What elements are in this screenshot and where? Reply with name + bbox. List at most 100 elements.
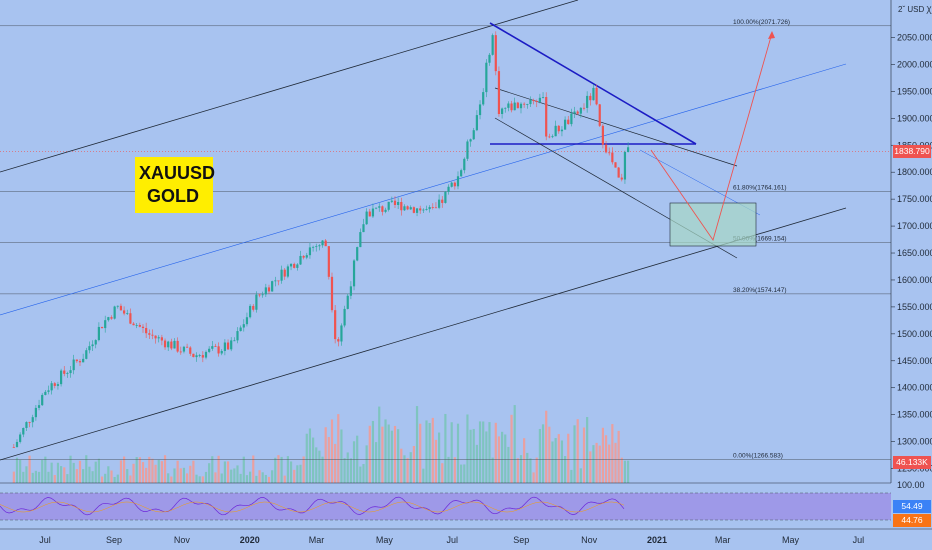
candle-body [497,71,501,115]
candle-body [582,107,586,109]
volume-bar [179,468,182,483]
candle-body [245,317,249,325]
time-axis-label: 2020 [240,535,260,545]
volume-bar [145,467,148,483]
time-axis-label: Jul [853,535,865,545]
candle-body [334,310,337,340]
candle-body [176,340,179,352]
candle-body [141,326,145,328]
volume-bar [201,476,204,483]
candle-body [126,313,129,315]
fib-level-label: 61.80%(1764.161) [733,185,787,192]
candle-body [365,211,368,225]
descending-trendline [489,22,697,145]
candle-body [107,317,110,321]
volume-bar [507,446,510,483]
volume-bar [374,442,378,483]
volume-bar [321,456,324,483]
candle-body [563,119,567,130]
volume-bar [230,469,233,483]
candle-body [15,441,19,448]
volume-bar [88,466,91,483]
candle-body [44,391,47,395]
symbol-label-line1: XAUUSD [139,163,216,183]
candle-body [198,355,201,356]
candle-body [69,370,72,374]
candle-body [422,209,425,211]
candle-body [135,324,138,326]
volume-bar [541,424,545,483]
rsi-signal-badge[interactable]: 44.76 [893,514,931,527]
price-tick-label: 1700.000 [897,221,932,231]
candle-body [289,263,293,267]
volume-bar [346,452,349,483]
volume-badge[interactable]: 46.133K [893,456,931,469]
candle-body [274,280,277,282]
candle-body [129,313,132,324]
candle-body [195,355,198,358]
candle-body [293,263,296,268]
candle-body [412,207,415,213]
candle-body [441,199,444,203]
price-tick-label: 1900.000 [897,113,932,123]
volume-bar [302,456,305,483]
candle-body [148,333,151,335]
candle-body [570,113,573,125]
time-axis-label: May [376,535,394,545]
currency-settings-icon[interactable]: Ꭓ [926,5,932,14]
candle-body [494,35,497,72]
mid-channel-line [0,63,847,316]
volume-bar [255,475,258,483]
volume-bar [12,471,15,483]
candle-body [352,260,356,287]
volume-bar [170,476,173,483]
volume-bar [78,460,82,483]
candle-body [53,383,56,386]
candle-body [475,115,478,131]
candle-body [167,341,170,348]
current-price-badge[interactable]: 1838.790 [893,145,931,158]
candle-body [463,158,466,171]
candle-body [173,340,176,349]
volume-bar [349,458,352,483]
volume-bar [37,471,41,483]
candle-body [400,201,403,211]
volume-bar [595,442,598,483]
candle-body [488,54,491,63]
volume-bar [513,405,516,483]
candle-body [271,281,274,292]
volume-bar [315,447,318,483]
candle-body [66,373,69,374]
candle-body [390,200,393,202]
candle-body [242,324,245,328]
volume-bar [211,456,214,483]
candle-body [384,209,387,212]
candle-body [586,95,589,108]
rsi-value-badge[interactable]: 54.49 [893,500,931,513]
volume-bar [15,457,19,483]
candle-body [296,264,299,268]
volume-bar [390,430,393,483]
channel-upper-line [0,0,579,173]
candle-body [535,101,538,102]
candle-body [601,125,604,145]
volume-bar [135,457,138,483]
volume-bar [327,437,330,483]
volume-bar [491,457,494,483]
candle-body [595,87,598,105]
candle-body [374,207,378,209]
candle-body [415,208,419,213]
candle-body [157,337,160,339]
volume-bar [110,470,113,483]
price-tick-label: 1500.000 [897,329,932,339]
price-tick-label: 1800.000 [897,167,932,177]
volume-bar [204,471,208,483]
volume-bar [226,461,230,483]
volume-bar [412,445,415,483]
volume-bar [208,463,211,483]
candle-body [305,255,308,258]
price-tick-label: 1450.000 [897,356,932,366]
candle-body [469,139,472,142]
